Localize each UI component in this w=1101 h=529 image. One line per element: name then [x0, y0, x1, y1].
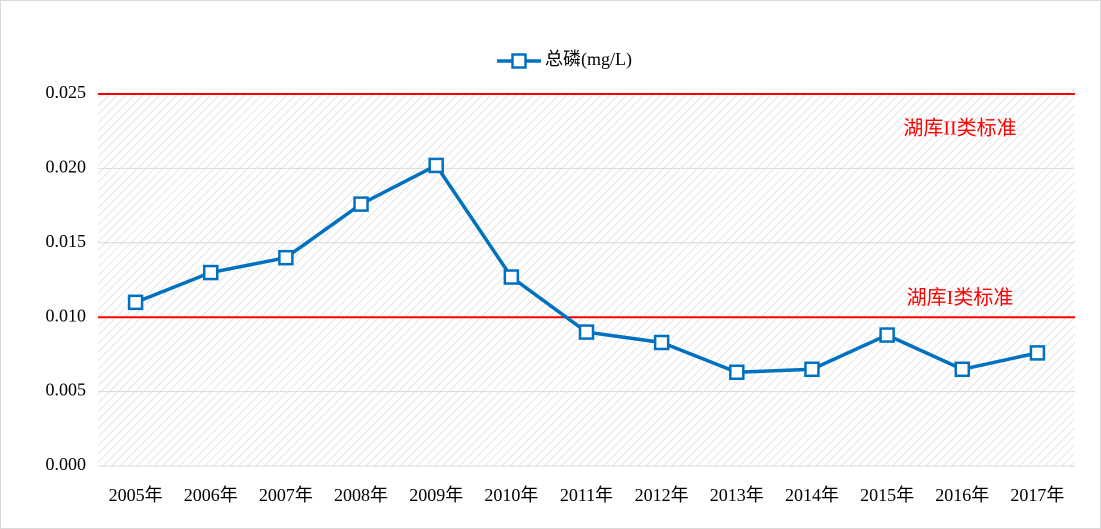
reference-label: 湖库I类标准: [907, 286, 1014, 309]
x-tick-label: 2014年: [785, 485, 839, 505]
x-tick-label: 2012年: [635, 485, 689, 505]
data-point: [653, 334, 670, 351]
y-tick-label: 0.015: [46, 231, 87, 251]
data-point: [578, 324, 595, 340]
y-tick-label: 0.020: [46, 157, 87, 177]
data-point: [428, 157, 444, 174]
x-tick-label: 2005年: [109, 485, 163, 505]
data-point: [127, 294, 144, 311]
data-point: [353, 196, 369, 212]
x-tick-label: 2016年: [935, 485, 989, 505]
reference-label: 湖库II类标准: [903, 117, 1016, 140]
plot-area: [98, 94, 1075, 466]
data-point: [202, 264, 219, 281]
y-tick-label: 0.005: [46, 380, 87, 400]
data-point: [804, 361, 820, 378]
x-tick-label: 2006年: [184, 485, 238, 505]
x-tick-label: 2007年: [259, 485, 313, 505]
data-point: [879, 327, 895, 343]
data-point: [954, 361, 971, 378]
x-tick-label: 2013年: [710, 485, 764, 505]
data-point: [1029, 345, 1046, 361]
data-point: [729, 364, 745, 381]
x-tick-label: 2017年: [1010, 485, 1064, 505]
x-tick-label: 2008年: [334, 485, 388, 505]
data-point: [278, 249, 294, 266]
x-tick-label: 2015年: [860, 485, 914, 505]
data-point: [503, 269, 520, 285]
y-tick-label: 0.025: [46, 82, 87, 102]
legend-marker: [511, 53, 527, 69]
x-tick-label: 2011年: [560, 485, 613, 505]
y-tick-label: 0.010: [46, 305, 87, 325]
x-tick-label: 2009年: [409, 485, 463, 505]
y-tick-label: 0.000: [46, 454, 87, 474]
x-tick-label: 2010年: [484, 485, 538, 505]
legend-label: 总磷(mg/L): [545, 49, 632, 70]
